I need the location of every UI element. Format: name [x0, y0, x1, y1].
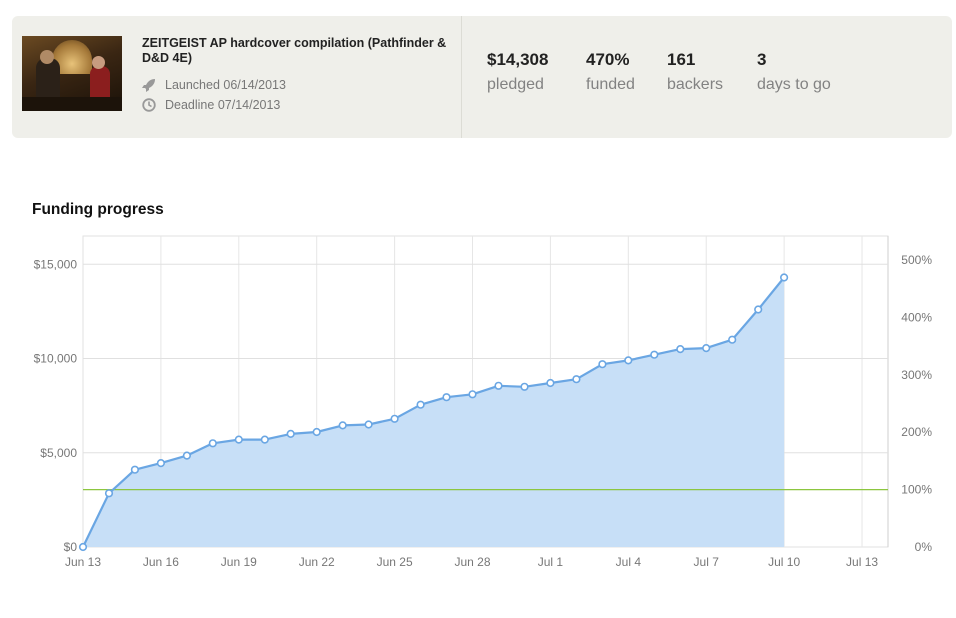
data-point	[286, 429, 295, 439]
y2-tick-label: 300%	[901, 368, 932, 382]
stat-value: $14,308	[487, 50, 549, 69]
stat-value: 161	[667, 50, 696, 69]
clock-icon	[142, 98, 156, 112]
x-tick-label: Jun 16	[143, 555, 179, 569]
data-point	[728, 335, 737, 344]
project-summary-card: ZEITGEIST AP hardcover compilation (Path…	[12, 16, 952, 138]
x-tick-label: Jul 1	[538, 555, 564, 569]
funding-line	[82, 276, 785, 548]
x-tick-label: Jul 10	[768, 555, 800, 569]
y2-tick-label: 0%	[915, 540, 933, 554]
data-point	[468, 390, 477, 399]
data-point	[442, 393, 451, 402]
y-tick-label: $15,000	[34, 257, 78, 271]
y-tick-label: $0	[64, 540, 78, 554]
data-point	[234, 435, 243, 444]
deadline-row: Deadline 07/14/2013	[142, 98, 280, 112]
data-point	[130, 465, 139, 474]
data-point	[676, 345, 685, 354]
data-point	[364, 420, 373, 429]
project-title[interactable]: ZEITGEIST AP hardcover compilation (Path…	[142, 36, 447, 65]
stat-value: 470%	[586, 50, 630, 69]
x-tick-label: Jun 25	[377, 555, 413, 569]
y-tick-label: $5,000	[40, 446, 77, 460]
x-tick-label: Jun 28	[455, 555, 491, 569]
data-point	[572, 375, 581, 384]
data-point	[104, 489, 114, 498]
data-point	[260, 435, 269, 444]
data-point	[156, 459, 165, 468]
data-point	[208, 439, 217, 448]
data-point	[416, 400, 425, 409]
stat-value: 3	[757, 50, 767, 69]
x-tick-label: Jul 4	[616, 555, 642, 569]
stat-funded: 470% funded	[586, 50, 635, 95]
y-tick-label: $10,000	[34, 352, 78, 366]
data-point	[494, 381, 503, 390]
data-point	[312, 427, 321, 437]
data-point	[650, 350, 659, 359]
launched-date: Launched 06/14/2013	[165, 78, 286, 92]
x-tick-label: Jun 22	[299, 555, 335, 569]
data-point	[754, 305, 763, 314]
project-thumbnail[interactable]	[22, 36, 122, 111]
data-point	[598, 360, 607, 369]
section-title: Funding progress	[32, 201, 164, 218]
stat-pledged: $14,308 pledged	[487, 50, 548, 95]
x-tick-label: Jun 13	[65, 555, 101, 569]
launched-row: Launched 06/14/2013	[142, 78, 286, 92]
stat-label: days to go	[757, 76, 831, 93]
data-point	[182, 451, 191, 460]
data-point	[390, 414, 399, 423]
deadline-date: Deadline 07/14/2013	[165, 98, 281, 112]
data-point	[624, 356, 633, 365]
stat-days-to-go: 3 days to go	[757, 50, 831, 95]
stat-label: backers	[667, 76, 724, 93]
x-tick-label: Jun 19	[221, 555, 257, 569]
stat-label: funded	[586, 76, 635, 93]
data-point	[779, 273, 789, 282]
y2-tick-label: 100%	[901, 483, 932, 497]
divider	[461, 16, 462, 138]
y2-tick-label: 500%	[901, 253, 932, 267]
data-point	[702, 344, 711, 353]
stat-backers: 161 backers	[667, 50, 723, 95]
data-point	[546, 378, 555, 388]
data-point	[338, 421, 347, 430]
y2-tick-label: 400%	[901, 310, 932, 324]
data-point	[520, 382, 529, 391]
data-point	[78, 542, 88, 552]
rocket-icon	[142, 78, 156, 92]
y2-tick-label: 200%	[901, 425, 932, 439]
x-tick-label: Jul 7	[694, 555, 720, 569]
x-tick-label: Jul 13	[846, 555, 878, 569]
funding-area	[83, 277, 785, 547]
stat-label: pledged	[487, 76, 544, 93]
